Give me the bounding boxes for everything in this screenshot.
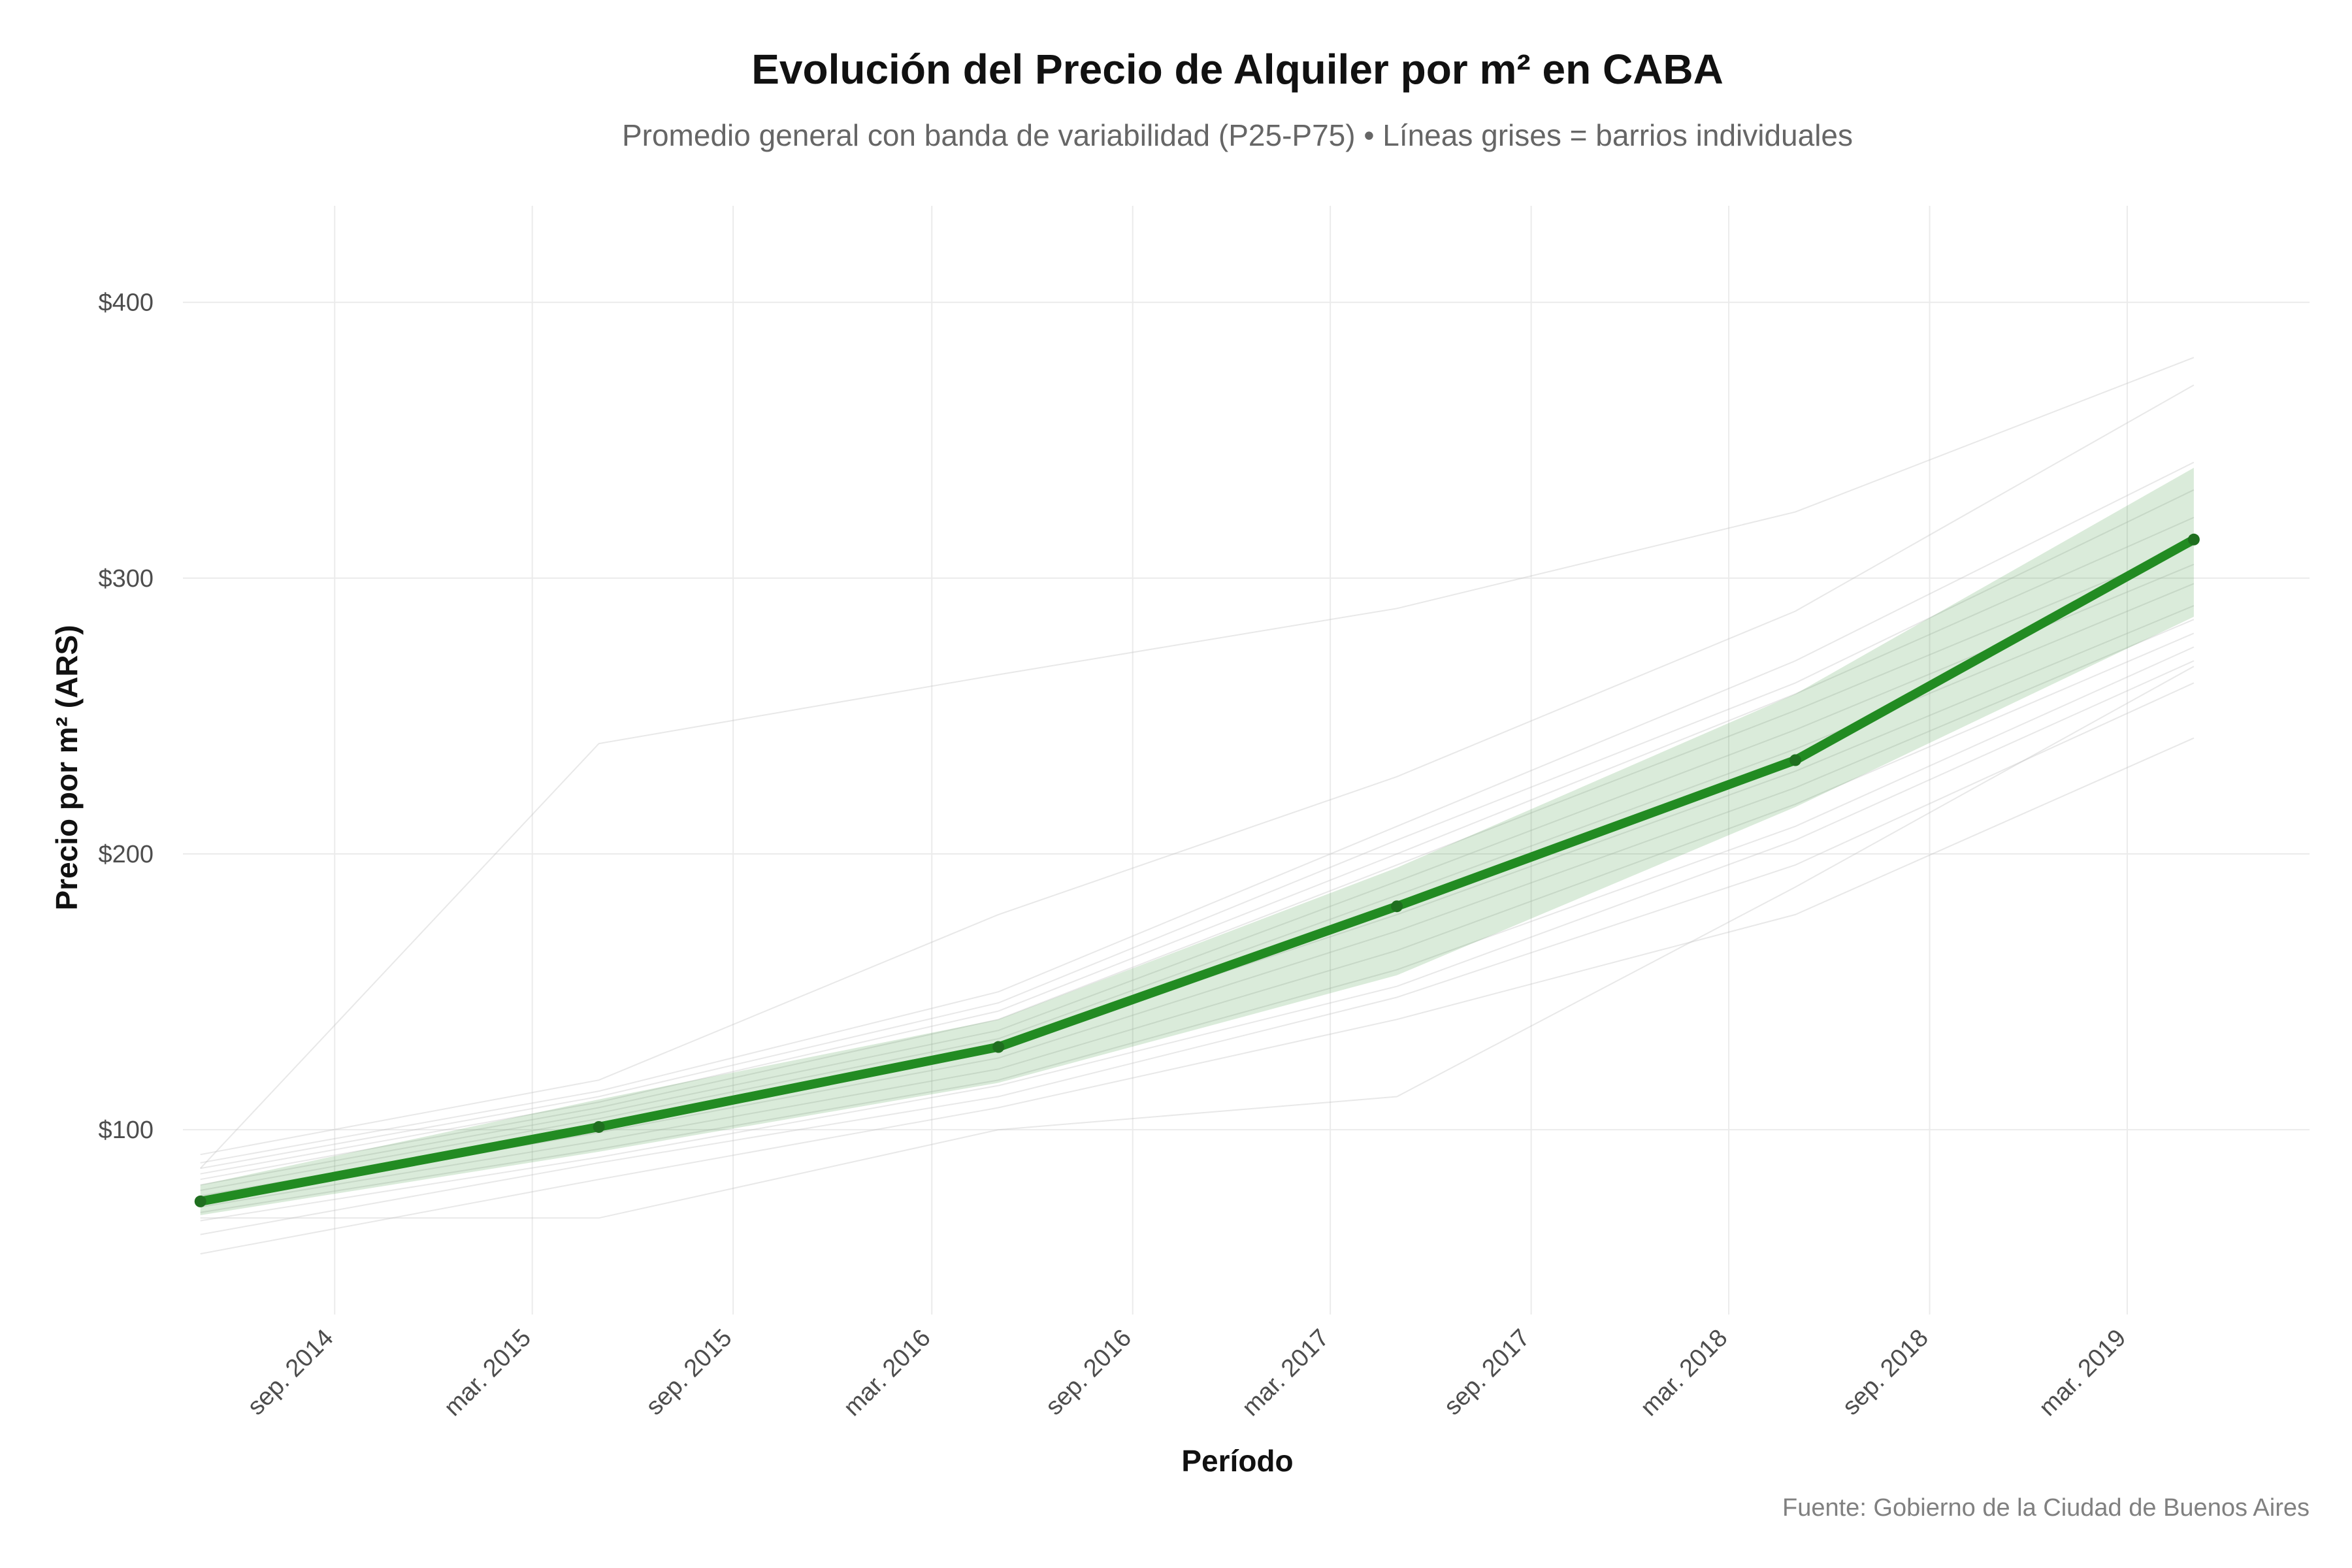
y-tick-label-3: $400 <box>98 289 154 317</box>
barrio-line-2 <box>200 660 2195 1222</box>
barrio-line-1 <box>200 682 2195 1235</box>
mean-line <box>195 534 2198 1206</box>
barrio-line-11 <box>200 517 2195 1175</box>
barrio-line-9 <box>200 563 2195 1186</box>
chart-caption: Fuente: Gobierno de la Ciudad de Buenos … <box>1782 1494 2310 1522</box>
y-axis-title: Precio por m² (ARS) <box>50 625 84 910</box>
barrio-line-13 <box>200 461 2195 1164</box>
barrio-line-15 <box>199 357 2195 1169</box>
barrio-line-4 <box>200 646 2195 1213</box>
mean-point-5 <box>2187 533 2200 546</box>
x-axis-title: Período <box>1181 1444 1293 1478</box>
mean-point-3 <box>1391 900 1403 913</box>
mean-point-2 <box>992 1041 1005 1053</box>
chart-title: Evolución del Precio de Alquiler por m² … <box>751 46 1723 93</box>
mean-point-4 <box>1789 754 1801 766</box>
grid-lines <box>183 206 2310 1315</box>
mean-point-0 <box>194 1195 206 1207</box>
barrio-line-12 <box>200 489 2195 1169</box>
chart-subtitle: Promedio general con banda de variabilid… <box>622 118 1853 152</box>
barrio-line-0 <box>200 737 2195 1255</box>
mean-line-group <box>194 533 2200 1207</box>
y-tick-label-1: $200 <box>98 841 154 868</box>
barrio-line-3 <box>200 666 2195 1219</box>
y-tick-label-0: $100 <box>98 1117 154 1144</box>
mean-point-1 <box>593 1120 605 1133</box>
barrio-line-5 <box>200 632 2195 1208</box>
y-tick-label-2: $300 <box>98 565 154 593</box>
barrio-line-10 <box>200 544 2195 1181</box>
barrio-line-14 <box>200 384 2195 1156</box>
